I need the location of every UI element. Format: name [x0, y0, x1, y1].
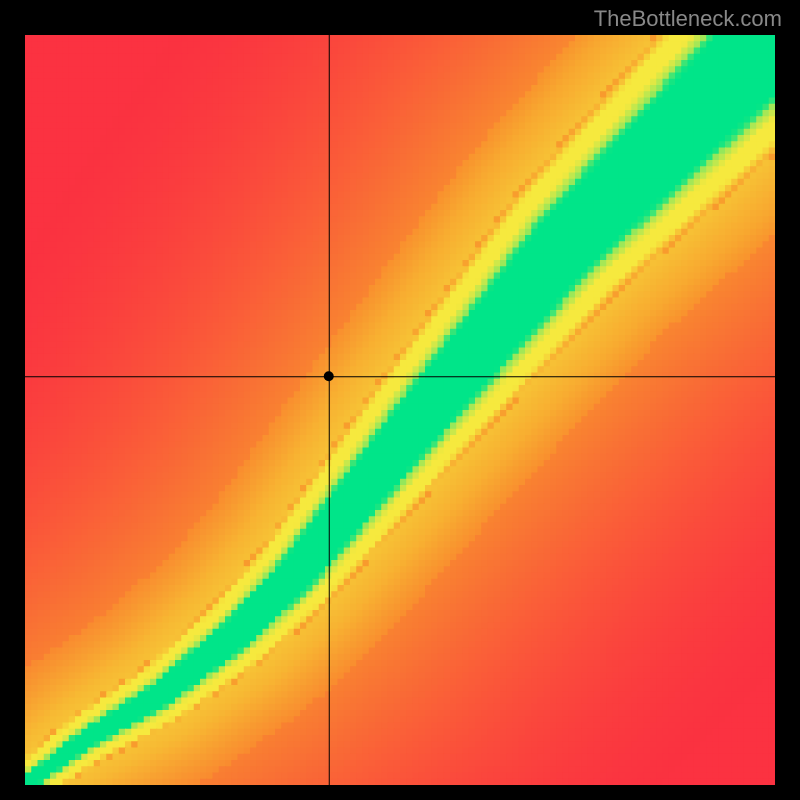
chart-container: TheBottleneck.com [0, 0, 800, 800]
heatmap-plot [25, 35, 775, 785]
heatmap-canvas [25, 35, 775, 785]
watermark-text: TheBottleneck.com [594, 6, 782, 32]
